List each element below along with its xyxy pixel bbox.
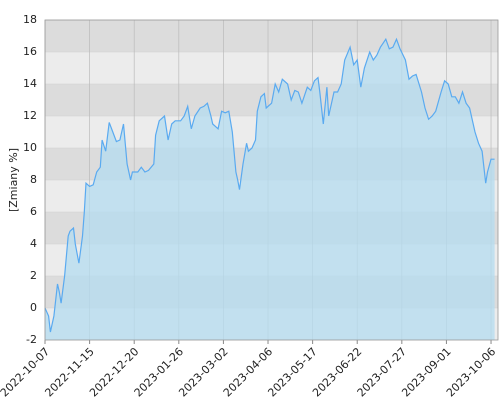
y-tick-label: 0 bbox=[30, 301, 37, 314]
band bbox=[45, 52, 498, 84]
y-tick-label: 8 bbox=[30, 173, 37, 186]
y-tick-label: -2 bbox=[26, 333, 37, 346]
band bbox=[45, 20, 498, 52]
y-tick-label: 10 bbox=[23, 141, 37, 154]
y-tick-label: 12 bbox=[23, 109, 37, 122]
y-tick-label: 16 bbox=[23, 45, 37, 58]
area bbox=[45, 39, 495, 340]
y-axis-label: [Zmiany %] bbox=[7, 148, 20, 212]
y-tick-label: 18 bbox=[23, 13, 37, 26]
y-tick-label: 14 bbox=[23, 77, 37, 90]
y-tick-label: 2 bbox=[30, 269, 37, 282]
line bbox=[44, 37, 495, 333]
y-tick-label: 4 bbox=[30, 237, 37, 250]
plot-frame bbox=[44, 19, 499, 341]
y-tick-label: 6 bbox=[30, 205, 37, 218]
